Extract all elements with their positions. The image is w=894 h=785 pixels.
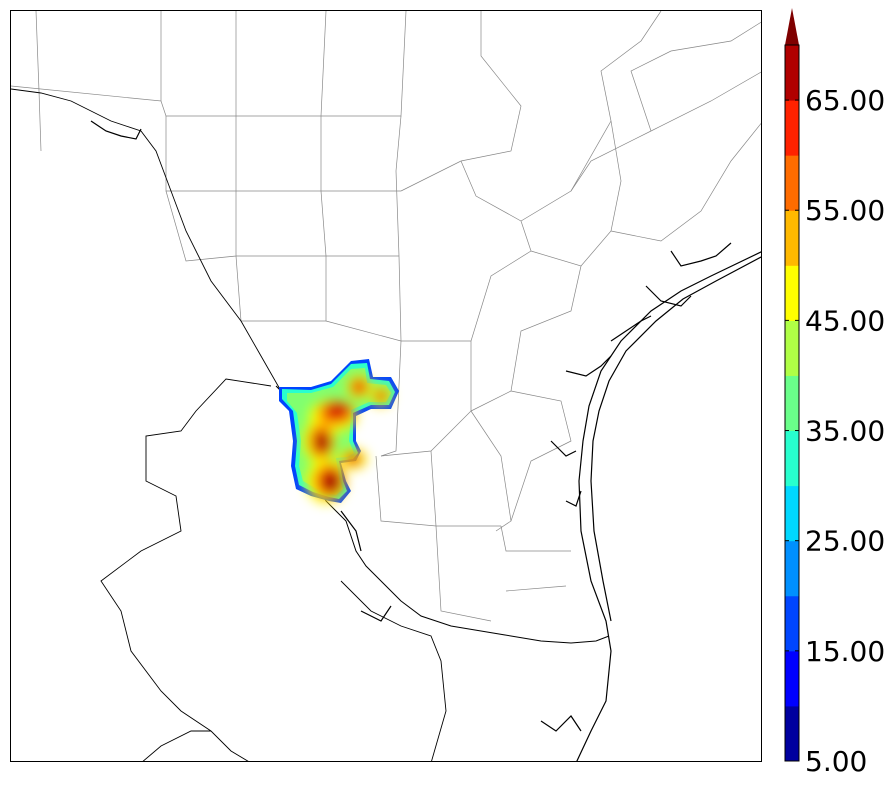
county-boundaries bbox=[11, 11, 761, 622]
colorbar-segment bbox=[785, 265, 799, 321]
colorbar-segment bbox=[785, 595, 799, 652]
colorbar-segment bbox=[785, 485, 799, 542]
colorbar-segment bbox=[785, 45, 799, 101]
colorbar-segments bbox=[785, 45, 799, 762]
colorbar-tick-label: 65.00 bbox=[805, 84, 885, 117]
colorbar-segment bbox=[785, 320, 799, 376]
field-green bbox=[287, 368, 391, 495]
colorbar-frame bbox=[784, 44, 800, 762]
colorbar-svg: 5.00 15.00 25.00 35.00 45.00 55.00 65.00 bbox=[784, 8, 885, 778]
colorbar-tick-label: 45.00 bbox=[805, 304, 885, 337]
colorbar-segment bbox=[785, 650, 799, 707]
coastline bbox=[90, 120, 761, 761]
colorbar-segment bbox=[785, 155, 799, 211]
colorbar-segment bbox=[785, 705, 799, 762]
colorbar-segment bbox=[785, 100, 799, 156]
colorbar-segment bbox=[785, 430, 799, 487]
mexico-state-border bbox=[11, 88, 447, 761]
shaded-field bbox=[279, 359, 399, 503]
colorbar-tick-label: 55.00 bbox=[805, 194, 885, 227]
colorbar: 5.00 15.00 25.00 35.00 45.00 55.00 65.00 bbox=[783, 8, 894, 778]
colorbar-tick-label: 5.00 bbox=[805, 745, 867, 778]
colorbar-ticks: 5.00 15.00 25.00 35.00 45.00 55.00 65.00 bbox=[785, 84, 885, 778]
colorbar-tick-label: 15.00 bbox=[805, 635, 885, 668]
colorbar-segment bbox=[785, 540, 799, 597]
colorbar-segment bbox=[785, 210, 799, 266]
colorbar-tick-label: 35.00 bbox=[805, 415, 885, 448]
map-canvas bbox=[11, 11, 761, 761]
map-panel bbox=[10, 10, 762, 762]
colorbar-extend-triangle bbox=[785, 8, 799, 45]
colorbar-tick-label: 25.00 bbox=[805, 525, 885, 558]
colorbar-segment bbox=[785, 375, 799, 432]
